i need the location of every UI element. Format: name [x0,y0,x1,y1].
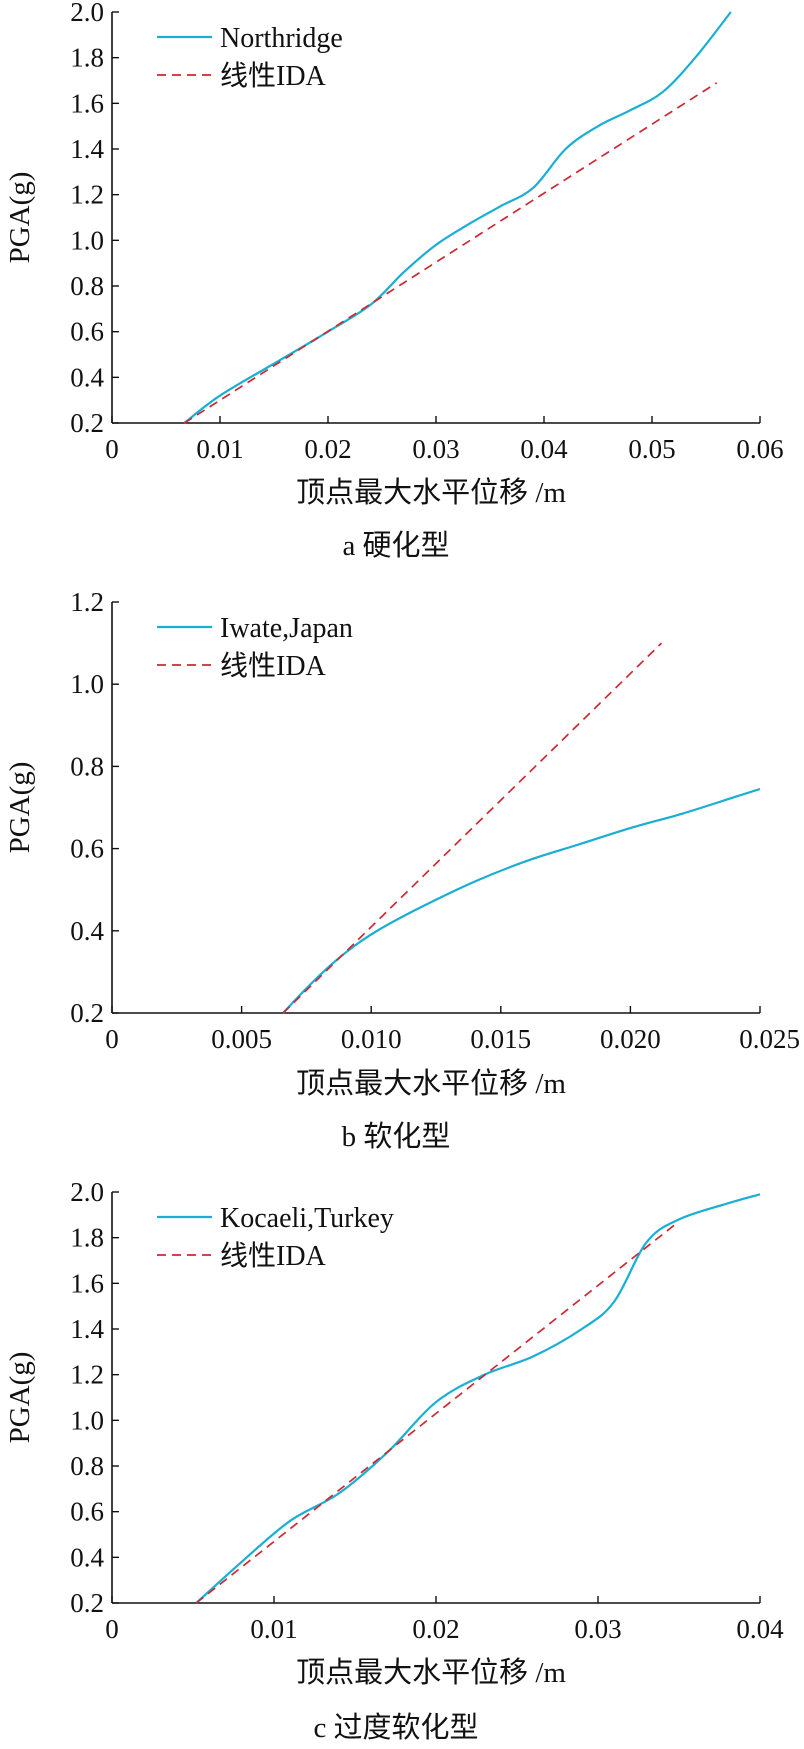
y-tick-label: 1.2 [70,180,104,210]
y-tick-label: 2.0 [70,1177,104,1207]
legend-label: Kocaeli,Turkey [220,1203,394,1234]
y-tick-label: 0.6 [70,834,104,864]
y-tick-label: 2.0 [70,0,104,27]
y-tick-label: 0.2 [70,1588,104,1618]
chart-caption: c 过度软化型 [313,1711,478,1744]
x-tick-label: 0.06 [736,434,783,464]
x-tick-label: 0.02 [412,1614,459,1644]
chart-caption: a 硬化型 [342,529,449,562]
y-tick-label: 0.2 [70,998,104,1028]
x-tick-label: 0.02 [304,434,351,464]
x-tick-label: 0.05 [628,434,675,464]
x-tick-label: 0 [105,1024,119,1054]
legend-label: 线性IDA [220,1240,327,1272]
x-axis-title: 顶点最大水平位移 /m [296,1656,566,1689]
x-axis-title: 顶点最大水平位移 /m [296,1067,566,1100]
chart-b: 0.2 0.4 0.6 0.8 1.0 1.2 0 0.005 0.010 0.015 0.020 0… [4,587,800,1153]
x-tick-label: 0.025 [739,1024,800,1054]
chart-caption: b 软化型 [342,1120,451,1153]
x-axis-title: 顶点最大水平位移 /m [296,476,566,509]
x-tick-label: 0.01 [196,434,243,464]
x-tick-label: 0.03 [574,1614,621,1644]
legend-label: Northridge [220,23,343,54]
y-tick-label: 1.2 [70,1360,104,1390]
x-tick-label: 0.020 [600,1024,661,1054]
legend-label: 线性IDA [220,60,327,92]
record-line-iwate-japan [282,787,761,1014]
y-tick-label: 0.4 [70,362,104,392]
y-tick-label: 1.0 [70,1405,104,1435]
y-tick-label: 1.4 [70,134,104,164]
y-tick-label: 0.8 [70,751,104,781]
y-tick-label: 1.2 [70,587,104,617]
y-tick-label: 0.6 [70,1497,104,1527]
y-tick-label: 0.4 [70,916,104,946]
chart-a: 0.2 0.4 0.6 0.8 1.0 1.2 1.4 1.6 1.8 2.0 0 0.01 0.02 0… [4,0,784,562]
x-tick-label: 0.01 [250,1614,297,1644]
y-axis-title: PGA(g) [4,762,36,854]
y-tick-label: 1.8 [70,1223,104,1253]
y-tick-label: 0.8 [70,271,104,301]
y-axis-title: PGA(g) [4,1352,36,1444]
linear-ida-line [282,642,663,1014]
record-line-kocaeli-turkey [195,1193,761,1604]
x-tick-label: 0 [105,434,119,464]
chart-c: 0.2 0.4 0.6 0.8 1.0 1.2 1.4 1.6 1.8 2.0 0 0.01 0.02 0… [4,1177,784,1744]
y-tick-label: 1.0 [70,669,104,699]
y-tick-label: 1.6 [70,1268,104,1298]
legend-label: 线性IDA [220,650,327,682]
linear-ida-line [195,1223,677,1604]
legend-label: Iwate,Japan [220,613,353,644]
y-axis-title: PGA(g) [4,172,36,264]
y-tick-label: 1.4 [70,1314,104,1344]
y-tick-label: 0.4 [70,1542,104,1572]
y-tick-label: 1.8 [70,43,104,73]
y-tick-label: 0.2 [70,408,104,438]
y-tick-label: 0.8 [70,1451,104,1481]
x-tick-label: 0.03 [412,434,459,464]
y-tick-label: 1.0 [70,225,104,255]
x-tick-label: 0.04 [520,434,568,464]
x-tick-label: 0.015 [470,1024,531,1054]
x-tick-label: 0 [105,1614,119,1644]
y-tick-label: 0.6 [70,317,104,347]
y-tick-label: 1.6 [70,88,104,118]
x-tick-label: 0.010 [341,1024,402,1054]
x-tick-label: 0.04 [736,1614,784,1644]
linear-ida-line [183,82,718,424]
x-tick-label: 0.005 [211,1024,272,1054]
